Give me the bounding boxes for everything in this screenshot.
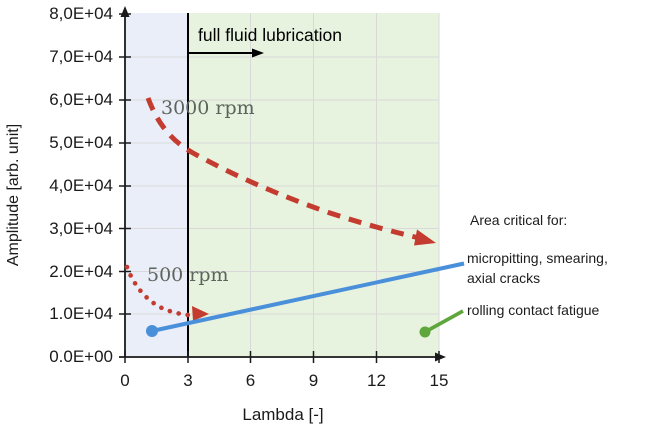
x-tick-label: 15	[429, 371, 449, 390]
x-axis-arrowhead-icon	[435, 352, 446, 362]
curve-3000rpm	[145, 97, 436, 246]
y-axis-arrowhead-icon	[120, 6, 130, 17]
y-tick-label: 6,0E+04	[49, 90, 113, 109]
annotation-area-critical: Area critical for:	[470, 212, 568, 228]
gridlines	[125, 13, 440, 357]
annotation-rolling-contact-fatigue: rolling contact fatigue	[467, 302, 600, 318]
blue-trend-line	[146, 261, 465, 337]
y-tick-label: 2.0E+04	[49, 261, 113, 281]
full-fluid-arrow-icon	[189, 48, 264, 58]
x-tick-label: 3	[183, 371, 193, 390]
label-500rpm: 500 rpm	[147, 264, 229, 286]
curve-500rpm-arrowhead-icon	[192, 306, 209, 321]
y-tick-label: 5,0E+04	[49, 133, 113, 152]
y-axis-title: Amplitude [arb. unit]	[5, 123, 22, 267]
label-3000rpm: 3000 rpm	[161, 97, 255, 119]
y-tick-label: 0.0E+00	[49, 347, 113, 366]
x-tick-label: 0	[120, 371, 130, 390]
curve-500rpm	[124, 264, 209, 321]
blue-start-marker	[146, 325, 158, 337]
annotation-micropitting-line2: axial cracks	[467, 270, 541, 286]
x-tick-label: 9	[308, 371, 319, 390]
curve-3000rpm-arrowhead-icon	[414, 229, 436, 246]
region-mixed-lubrication	[125, 13, 188, 357]
y-tick-label: 3,0E+04	[49, 218, 113, 238]
annotation-micropitting-line1: micropitting, smearing,	[467, 250, 608, 266]
tick-marks	[119, 13, 440, 363]
y-tick-label: 1.0E+04	[49, 304, 113, 323]
x-tick-label: 12	[367, 371, 386, 390]
green-point-marker	[419, 326, 431, 338]
x-tick-label: 6	[245, 371, 256, 390]
y-tick-label: 7,0E+04	[49, 47, 113, 66]
green-leader-line	[419, 309, 464, 338]
y-tick-label: 8,0E+04	[49, 4, 113, 23]
annotation-full-fluid-lubrication: full fluid lubrication	[198, 25, 342, 45]
x-axis-title: Lambda [-]	[242, 405, 324, 424]
y-tick-label: 4,0E+04	[49, 176, 113, 195]
